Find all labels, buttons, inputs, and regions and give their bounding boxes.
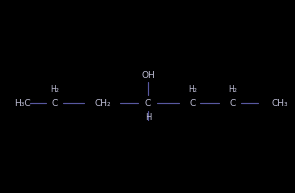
Text: H₂: H₂ — [189, 85, 197, 93]
Text: C: C — [190, 98, 196, 108]
Text: C: C — [230, 98, 236, 108]
Text: H₂: H₂ — [50, 85, 59, 93]
Text: C: C — [52, 98, 58, 108]
Text: H: H — [145, 113, 151, 122]
Text: CH₂: CH₂ — [95, 98, 111, 108]
Text: CH₃: CH₃ — [272, 98, 289, 108]
Text: C: C — [145, 98, 151, 108]
Text: H₃C: H₃C — [14, 98, 31, 108]
Text: OH: OH — [141, 70, 155, 80]
Text: H₂: H₂ — [229, 85, 237, 93]
